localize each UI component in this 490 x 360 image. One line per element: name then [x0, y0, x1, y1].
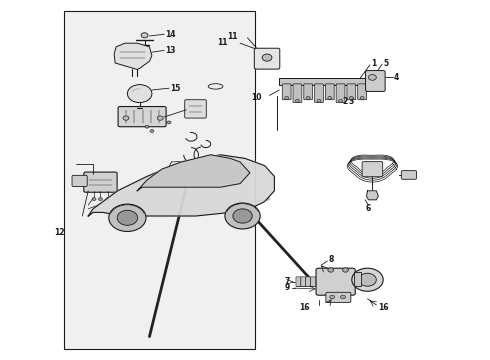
Circle shape	[141, 33, 148, 38]
Circle shape	[285, 96, 289, 99]
Circle shape	[167, 121, 171, 124]
FancyBboxPatch shape	[293, 84, 302, 103]
Circle shape	[145, 125, 149, 128]
Text: 1: 1	[371, 59, 376, 68]
FancyBboxPatch shape	[316, 268, 355, 295]
Circle shape	[360, 96, 364, 99]
Circle shape	[328, 268, 334, 272]
Text: 6: 6	[366, 204, 371, 212]
Text: 16: 16	[299, 303, 310, 312]
FancyBboxPatch shape	[315, 84, 323, 103]
Text: 4: 4	[394, 73, 399, 82]
FancyBboxPatch shape	[347, 84, 356, 100]
Text: 13: 13	[166, 46, 176, 55]
Polygon shape	[137, 155, 250, 191]
FancyBboxPatch shape	[304, 84, 313, 100]
Bar	[279, 78, 365, 85]
Circle shape	[317, 99, 321, 102]
Circle shape	[262, 54, 272, 61]
FancyBboxPatch shape	[296, 277, 301, 287]
Bar	[64, 11, 255, 349]
Circle shape	[225, 203, 260, 229]
Circle shape	[295, 99, 299, 102]
Circle shape	[343, 268, 348, 272]
FancyBboxPatch shape	[118, 107, 166, 127]
FancyBboxPatch shape	[358, 84, 367, 100]
Circle shape	[157, 116, 163, 120]
Circle shape	[349, 96, 353, 99]
Circle shape	[106, 198, 110, 201]
Text: 7: 7	[285, 277, 290, 287]
FancyBboxPatch shape	[362, 162, 383, 177]
Circle shape	[368, 75, 376, 80]
Circle shape	[92, 198, 96, 201]
Circle shape	[352, 268, 383, 291]
Polygon shape	[88, 155, 274, 216]
Text: 9: 9	[285, 284, 290, 292]
FancyBboxPatch shape	[254, 48, 280, 69]
Text: 12: 12	[54, 228, 64, 237]
FancyBboxPatch shape	[84, 172, 117, 192]
FancyBboxPatch shape	[311, 277, 316, 287]
FancyBboxPatch shape	[306, 277, 311, 287]
Text: 2: 2	[342, 97, 347, 106]
Text: 8: 8	[328, 255, 334, 264]
Circle shape	[359, 273, 376, 286]
FancyBboxPatch shape	[185, 100, 206, 118]
Circle shape	[98, 198, 102, 201]
Circle shape	[341, 295, 345, 299]
Text: 15: 15	[171, 84, 181, 93]
FancyBboxPatch shape	[401, 171, 416, 179]
Text: 11: 11	[218, 38, 228, 47]
Polygon shape	[367, 191, 378, 200]
Text: 14: 14	[166, 30, 176, 39]
Circle shape	[117, 210, 138, 225]
FancyBboxPatch shape	[301, 277, 306, 287]
FancyBboxPatch shape	[282, 84, 291, 100]
Circle shape	[127, 85, 152, 103]
FancyBboxPatch shape	[325, 84, 334, 100]
Circle shape	[150, 130, 154, 132]
Circle shape	[233, 209, 252, 223]
FancyBboxPatch shape	[336, 84, 345, 103]
FancyBboxPatch shape	[72, 175, 87, 186]
FancyBboxPatch shape	[366, 71, 385, 91]
Circle shape	[330, 295, 335, 299]
Text: 16: 16	[378, 303, 389, 312]
FancyBboxPatch shape	[326, 292, 351, 302]
Text: 10: 10	[252, 93, 262, 102]
Text: 3: 3	[349, 97, 354, 106]
Text: 5: 5	[383, 58, 388, 68]
Circle shape	[306, 96, 310, 99]
Circle shape	[109, 204, 146, 231]
Bar	[354, 272, 361, 286]
Circle shape	[328, 96, 332, 99]
Text: 11: 11	[227, 32, 238, 41]
Circle shape	[123, 116, 129, 120]
Polygon shape	[114, 43, 152, 69]
Circle shape	[339, 99, 343, 102]
